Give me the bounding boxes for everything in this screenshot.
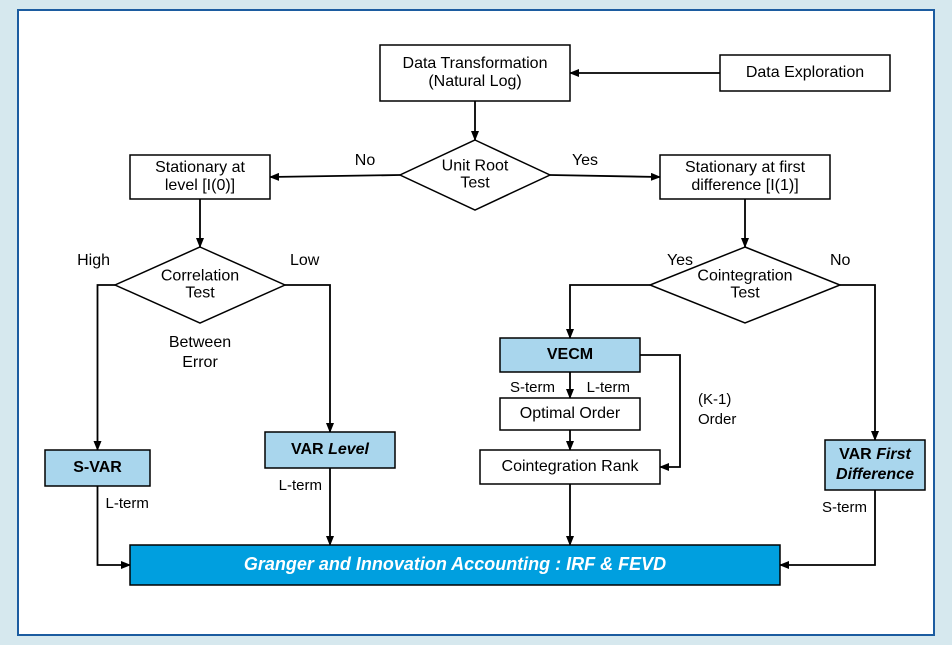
inner-frame bbox=[18, 10, 934, 635]
svg-text:Unit Root: Unit Root bbox=[442, 158, 509, 175]
svg-text:difference [I(1)]: difference [I(1)] bbox=[691, 177, 798, 194]
svg-text:Granger and Innovation Account: Granger and Innovation Accounting : IRF … bbox=[244, 554, 666, 574]
edge-label-lterm1: L-term bbox=[587, 379, 630, 396]
svg-text:S-VAR: S-VAR bbox=[73, 459, 122, 476]
edge-label-low: Low bbox=[290, 252, 320, 269]
edge-label-no1: No bbox=[355, 152, 376, 169]
svg-text:Data Exploration: Data Exploration bbox=[746, 64, 864, 81]
svg-text:VAR Level: VAR Level bbox=[291, 441, 370, 458]
edge-label-between: Between bbox=[169, 334, 231, 351]
svg-text:Cointegration Rank: Cointegration Rank bbox=[502, 458, 640, 475]
svg-text:Stationary at: Stationary at bbox=[155, 159, 245, 176]
edge-label-no2: No bbox=[830, 252, 851, 269]
svg-text:level [I(0)]: level [I(0)] bbox=[165, 177, 235, 194]
edge-label-lterm3: L-term bbox=[279, 477, 322, 494]
edge-label-lterm2: L-term bbox=[106, 495, 149, 512]
svg-text:Order: Order bbox=[698, 411, 736, 428]
svg-text:Test: Test bbox=[730, 285, 760, 302]
svg-text:VECM: VECM bbox=[547, 346, 593, 363]
svg-text:Data Transformation: Data Transformation bbox=[403, 55, 548, 72]
svg-text:Cointegration: Cointegration bbox=[697, 268, 792, 285]
svg-text:Correlation: Correlation bbox=[161, 268, 239, 285]
edge-label-sterm2: S-term bbox=[822, 499, 867, 516]
svg-text:(Natural Log): (Natural Log) bbox=[428, 73, 521, 90]
edge-label-high: High bbox=[77, 252, 110, 269]
svg-text:Optimal Order: Optimal Order bbox=[520, 405, 621, 422]
edge-label-sterm1: S-term bbox=[510, 379, 555, 396]
edge-label-yes2: Yes bbox=[667, 252, 693, 269]
svg-text:VAR First: VAR First bbox=[839, 446, 911, 463]
flowchart-diagram: No Yes High Low Between Error Yes No S-term L-ter… bbox=[0, 0, 952, 645]
svg-text:Error: Error bbox=[182, 354, 218, 371]
edge-label-yes1: Yes bbox=[572, 152, 598, 169]
svg-text:Test: Test bbox=[460, 175, 490, 192]
svg-text:Test: Test bbox=[185, 285, 215, 302]
edge-label-korder: (K-1) bbox=[698, 391, 731, 408]
svg-text:Stationary at first: Stationary at first bbox=[685, 159, 806, 176]
svg-text:Difference: Difference bbox=[836, 466, 914, 483]
